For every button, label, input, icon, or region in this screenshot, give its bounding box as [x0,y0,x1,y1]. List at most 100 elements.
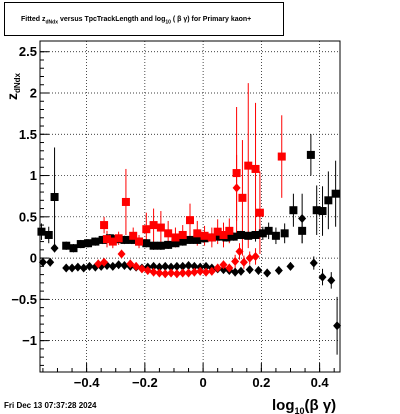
data-point-diamond [143,265,152,275]
data-point-square [102,235,111,244]
data-point-diamond [251,251,260,261]
y-tick-label: 1 [30,168,37,183]
x-tick-label: −0.4 [74,375,100,390]
y-tick-label: 0 [30,251,37,266]
data-point-square [229,232,238,241]
data-point-square [171,233,180,242]
x-axis-title-rest: (β γ) [305,397,337,414]
data-point-diamond [219,265,228,275]
x-axis-title-sub: 10 [295,406,305,414]
y-tick-label: −1 [22,333,37,348]
y-tick-label: 1.5 [19,127,37,142]
data-point-square [244,161,253,170]
data-point-diamond [85,261,94,271]
data-point-square [277,152,286,161]
y-axis-title-sub: dNdx [13,72,22,93]
title-post: ( β γ) for Primary kaon+ [170,16,252,23]
data-point-diamond [38,257,47,267]
data-point-square [98,235,107,244]
data-point-diamond [68,263,77,273]
data-point-square [324,196,333,205]
data-point-diamond [196,266,205,276]
footer-date: Fri Dec 13 07:37:28 2024 [4,401,97,410]
x-tick-label: 0.4 [311,375,330,390]
data-point-square [200,231,209,240]
data-point-diamond [167,262,176,272]
data-point-square [62,241,71,250]
data-point-diamond [213,263,222,273]
data-point-diamond [327,275,336,285]
data-point-diamond [172,261,181,271]
data-point-diamond [178,268,187,278]
data-point-diamond [207,266,216,276]
data-point-diamond [231,256,240,266]
data-point-diamond [184,261,193,271]
data-point-diamond [333,321,342,331]
x-tick-label: 0.2 [252,375,270,390]
x-tick-label: −0.2 [132,375,158,390]
data-point-square [84,239,93,248]
data-point-diamond [117,249,126,259]
data-point-square [149,241,158,250]
y-tick-label: 0.5 [19,209,37,224]
data-point-square [318,207,327,216]
chart-title: Fitted zdNdx versus TpcTrackLength and l… [4,2,284,36]
data-point-square [149,221,158,230]
x-axis-title: log10(β γ) [272,397,336,414]
data-point-diamond [254,265,263,275]
data-point-square [121,197,130,206]
data-point-square [164,240,173,249]
data-markers [37,150,342,331]
data-point-diamond [73,262,82,272]
data-point-square [219,230,228,239]
data-point-diamond [94,259,103,269]
data-point-diamond [172,269,181,279]
data-point-diamond [178,261,187,271]
data-point-diamond [149,267,158,277]
y-axis-title-main: z [4,93,20,100]
data-point-square [271,231,280,240]
data-point-diamond [155,262,164,272]
data-point-square [120,235,129,244]
data-point-square [298,226,307,235]
data-point-square [178,230,187,239]
data-point-square [186,235,194,244]
data-point-diamond [184,268,193,278]
data-point-square [44,230,53,239]
y-axis-title: zdNdx [4,72,22,100]
tick-labels: −0.4 −0.2 0 0.2 0.4 −1 −0.5 0 0.5 1 1.5 2 2.5 [11,44,329,390]
data-point-square [142,225,151,234]
data-point-square [312,206,321,215]
data-point-square [108,237,117,246]
data-point-diamond [274,265,283,275]
data-point-diamond [235,246,244,256]
title-sub1: dNdx [45,19,59,26]
data-point-square [193,229,202,238]
data-point-square [114,234,123,243]
data-point-square [156,223,165,232]
data-point-square [232,169,241,178]
data-point-square [331,189,340,198]
data-point-square [171,239,180,248]
data-point-square [244,231,253,240]
data-point-diamond [126,259,135,269]
data-point-square [258,229,267,238]
data-point-diamond [231,267,240,277]
data-point-diamond [232,183,241,193]
data-point-diamond [239,257,248,267]
data-point-square [91,237,100,246]
data-point-square [37,227,46,236]
data-point-diamond [46,257,55,267]
data-point-square [129,231,138,240]
data-point-diamond [62,263,71,273]
data-point-diamond [309,258,318,268]
data-point-diamond [114,260,123,270]
data-point-square [135,237,144,246]
data-point-square [50,193,59,202]
data-point-diamond [149,261,158,271]
data-point-square [76,240,85,249]
axis-ticks [40,51,335,372]
data-point-square [127,235,136,244]
data-point-diamond [202,261,211,271]
